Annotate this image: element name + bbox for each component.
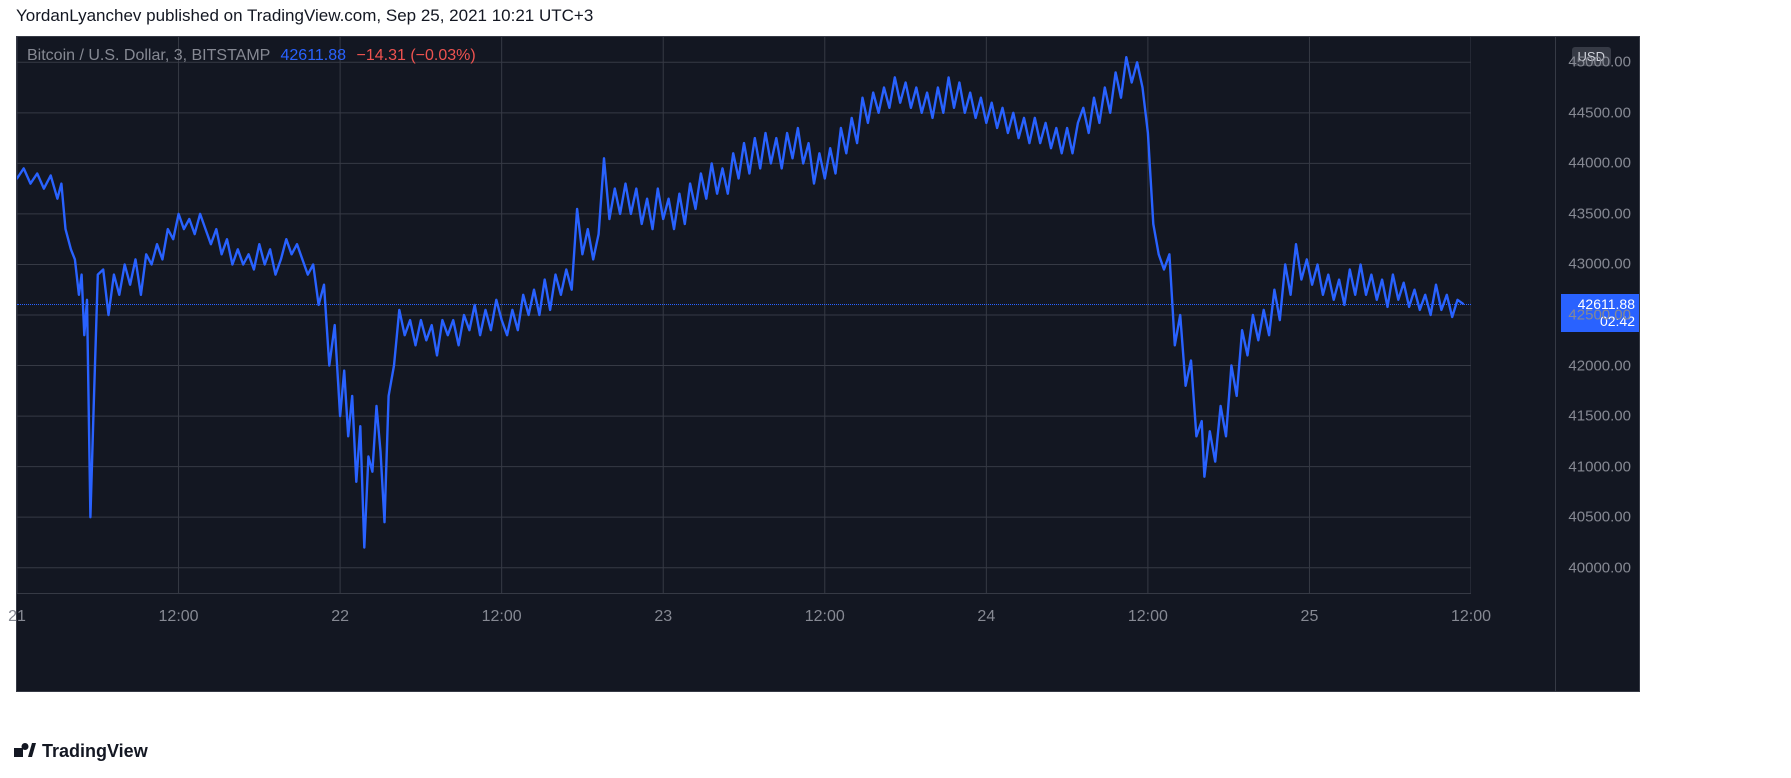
footer-brand-text: TradingView (42, 741, 148, 762)
x-tick-label: 25 (1301, 608, 1319, 626)
y-tick-label: 40000.00 (1568, 559, 1631, 576)
x-tick-label: 12:00 (1451, 608, 1491, 626)
y-tick-label: 42500.00 (1568, 307, 1631, 324)
chart-legend: Bitcoin / U.S. Dollar, 3, BITSTAMP 42611… (27, 47, 476, 65)
y-axis: USD 42611.88 02:42 40000.0040500.0041000… (1556, 36, 1640, 692)
x-tick-label: 24 (977, 608, 995, 626)
y-tick-label: 44000.00 (1568, 155, 1631, 172)
legend-change: −14.31 (−0.03%) (357, 47, 476, 64)
tradingview-logo-icon (14, 741, 36, 762)
x-tick-label: 21 (8, 608, 26, 626)
y-tick-label: 40500.00 (1568, 509, 1631, 526)
x-axis: 2112:002212:002312:002412:002512:00 (17, 593, 1471, 693)
attribution-text: YordanLyanchev published on TradingView.… (16, 6, 593, 26)
x-tick-label: 22 (331, 608, 349, 626)
y-tick-label: 45000.00 (1568, 54, 1631, 71)
last-price-line (17, 304, 1471, 305)
legend-price: 42611.88 (281, 47, 347, 64)
pair-label: Bitcoin / U.S. Dollar, 3, BITSTAMP (27, 47, 270, 64)
x-tick-label: 12:00 (1128, 608, 1168, 626)
y-tick-label: 43000.00 (1568, 256, 1631, 273)
x-tick-label: 23 (654, 608, 672, 626)
x-tick-label: 12:00 (482, 608, 522, 626)
footer-brand[interactable]: TradingView (14, 741, 148, 762)
page: YordanLyanchev published on TradingView.… (0, 0, 1791, 778)
y-tick-label: 42000.00 (1568, 357, 1631, 374)
y-tick-label: 44500.00 (1568, 104, 1631, 121)
x-tick-label: 12:00 (805, 608, 845, 626)
chart-panel[interactable]: Bitcoin / U.S. Dollar, 3, BITSTAMP 42611… (16, 36, 1556, 692)
y-tick-label: 41000.00 (1568, 458, 1631, 475)
x-tick-label: 12:00 (159, 608, 199, 626)
plot-area[interactable] (17, 37, 1471, 593)
y-tick-label: 43500.00 (1568, 205, 1631, 222)
series-svg (17, 37, 1471, 593)
y-tick-label: 41500.00 (1568, 408, 1631, 425)
